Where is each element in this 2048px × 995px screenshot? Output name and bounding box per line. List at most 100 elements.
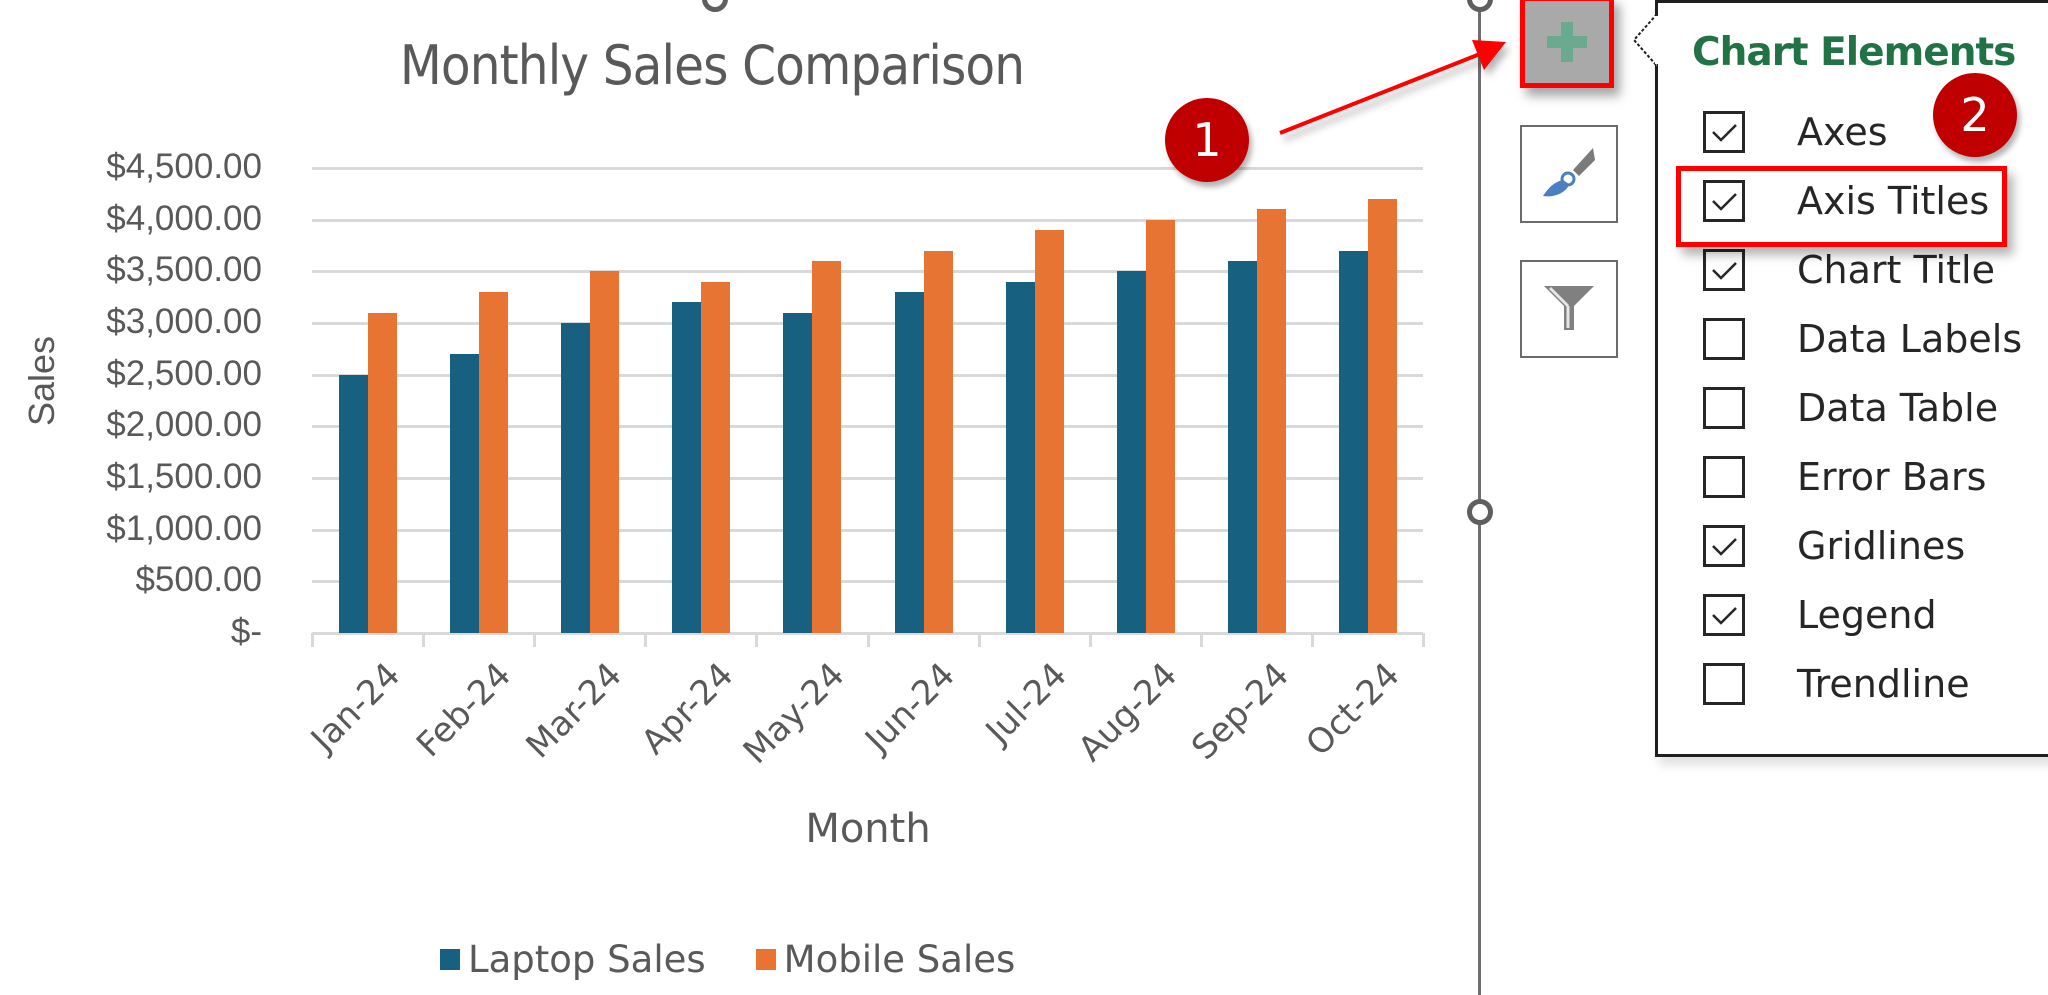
chart-element-label: Error Bars	[1797, 455, 1987, 499]
chart-element-legend[interactable]: Legend	[1703, 593, 1937, 637]
step-badge-2: 2	[1933, 73, 2017, 157]
legend[interactable]: Laptop Sales Mobile Sales	[440, 938, 1065, 981]
chart-filters-button[interactable]	[1520, 260, 1618, 358]
x-axis-title[interactable]: Month	[805, 806, 931, 852]
plot-area[interactable]	[311, 167, 1425, 647]
y-tick-label: $4,000.00	[106, 198, 262, 238]
bar-mobile-oct-24[interactable]	[1367, 199, 1397, 633]
checkbox[interactable]	[1703, 249, 1745, 291]
annotation-arrow	[1279, 40, 1506, 135]
gridline	[312, 322, 1423, 325]
checkbox[interactable]	[1703, 456, 1745, 498]
gridline	[312, 580, 1423, 584]
bar-laptop-jan-24[interactable]	[339, 374, 368, 633]
legend-item-laptop[interactable]: Laptop Sales	[440, 938, 706, 981]
checkbox[interactable]	[1703, 594, 1745, 636]
x-tick-label: Jun-24	[858, 655, 964, 761]
y-tick-label: $3,500.00	[106, 250, 262, 290]
chart-elements-button[interactable]	[1520, 0, 1614, 88]
bar-mobile-apr-24[interactable]	[701, 281, 731, 633]
gridline	[312, 477, 1423, 480]
checkbox[interactable]	[1703, 525, 1745, 567]
x-tick-label: Mar-24	[518, 655, 631, 767]
x-tick-label: Oct-24	[1298, 655, 1408, 765]
plus-icon	[1547, 22, 1587, 62]
checkbox[interactable]	[1703, 180, 1745, 222]
chart-title[interactable]: Monthly Sales Comparison	[399, 34, 1025, 97]
checkmark-icon	[1712, 538, 1737, 556]
funnel-icon	[1544, 286, 1594, 330]
chart-element-data-table[interactable]: Data Table	[1703, 386, 1998, 430]
bar-laptop-jul-24[interactable]	[1005, 281, 1035, 633]
bar-mobile-mar-24[interactable]	[590, 271, 620, 633]
bar-laptop-aug-24[interactable]	[1116, 271, 1146, 633]
x-tick-mark	[644, 633, 648, 647]
checkmark-icon	[1712, 607, 1737, 625]
bar-laptop-may-24[interactable]	[783, 312, 813, 633]
gridline	[312, 218, 1423, 222]
resize-handle-top-right[interactable]	[1467, 0, 1493, 12]
y-tick-label: $1,500.00	[106, 457, 262, 496]
y-tick-label: $3,000.00	[106, 302, 262, 341]
chart-element-label: Legend	[1797, 593, 1937, 637]
resize-handle-top[interactable]	[702, 0, 728, 12]
bar-mobile-feb-24[interactable]	[479, 292, 509, 633]
legend-label-mobile: Mobile Sales	[783, 938, 1016, 981]
gridline	[312, 425, 1423, 429]
x-tick-label: Sep-24	[1183, 655, 1297, 768]
bar-mobile-jan-24[interactable]	[368, 312, 397, 633]
chart-element-gridlines[interactable]: Gridlines	[1703, 524, 1965, 568]
paintbrush-icon	[1543, 148, 1595, 197]
chart-element-label: Chart Title	[1797, 248, 1995, 292]
bar-mobile-jul-24[interactable]	[1034, 230, 1064, 633]
x-tick-mark	[1422, 633, 1425, 647]
legend-item-mobile[interactable]: Mobile Sales	[755, 938, 1016, 981]
legend-label-laptop: Laptop Sales	[468, 938, 706, 981]
x-tick-label: Jul-24	[977, 655, 1075, 752]
x-tick-mark	[422, 633, 426, 647]
x-tick-label: Aug-24	[1071, 655, 1186, 770]
chart-element-chart-title[interactable]: Chart Title	[1703, 248, 1995, 292]
checkbox[interactable]	[1703, 111, 1745, 153]
gridline	[312, 270, 1423, 274]
x-tick-label: Apr-24	[633, 655, 742, 763]
chart-element-error-bars[interactable]: Error Bars	[1703, 455, 1986, 499]
axis-titles-highlight	[1676, 166, 2007, 247]
bar-laptop-apr-24[interactable]	[672, 302, 702, 633]
bar-laptop-oct-24[interactable]	[1338, 250, 1368, 633]
bar-mobile-aug-24[interactable]	[1145, 219, 1175, 633]
step-badge-1: 1	[1165, 98, 1249, 182]
x-tick-mark	[1310, 633, 1314, 647]
bar-mobile-may-24[interactable]	[812, 261, 842, 633]
chart-element-label: Trendline	[1797, 662, 1970, 706]
checkbox[interactable]	[1703, 318, 1745, 360]
gridline	[312, 373, 1423, 377]
chart-element-data-labels[interactable]: Data Labels	[1703, 317, 2022, 361]
bar-mobile-sep-24[interactable]	[1256, 209, 1286, 633]
chart-element-label: Gridlines	[1797, 524, 1966, 568]
chart-element-axis-titles[interactable]: Axis Titles	[1703, 179, 1989, 223]
x-tick-mark	[755, 633, 759, 647]
bar-laptop-jun-24[interactable]	[894, 292, 924, 633]
y-tick-label: $2,000.00	[106, 405, 262, 445]
x-tick-mark	[977, 633, 981, 647]
y-tick-label: $1,000.00	[106, 508, 262, 548]
x-tick-mark	[1088, 633, 1092, 647]
bar-laptop-sep-24[interactable]	[1227, 261, 1257, 633]
checkbox[interactable]	[1703, 387, 1745, 429]
x-tick-mark	[1199, 633, 1203, 647]
resize-handle-right[interactable]	[1467, 499, 1493, 525]
checkmark-icon	[1712, 124, 1737, 142]
chart-element-trendline[interactable]: Trendline	[1703, 662, 1970, 706]
x-tick-label: Jan-24	[303, 655, 408, 760]
chart-element-axes[interactable]: Axes	[1703, 110, 1888, 154]
y-axis-title[interactable]: Sales	[21, 335, 62, 427]
x-tick-mark	[866, 633, 870, 647]
gridline	[312, 528, 1423, 532]
checkbox[interactable]	[1703, 663, 1745, 705]
chart-element-label: Data Table	[1797, 386, 1999, 430]
bar-mobile-jun-24[interactable]	[923, 250, 953, 633]
bar-laptop-mar-24[interactable]	[561, 323, 591, 633]
chart-styles-button[interactable]	[1520, 125, 1618, 223]
bar-laptop-feb-24[interactable]	[450, 354, 480, 633]
